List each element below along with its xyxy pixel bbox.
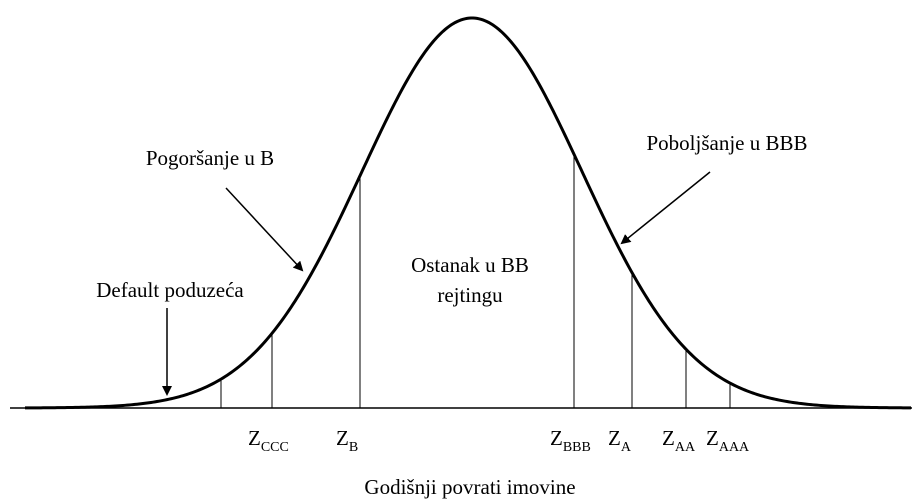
threshold-label: ZB (336, 426, 358, 455)
annotation: Poboljšanje u BBB (646, 131, 807, 155)
annotation: Ostanak u BB (411, 253, 529, 277)
threshold-subscript: CCC (261, 440, 289, 455)
threshold-symbol: Z (662, 426, 675, 450)
threshold-label: ZBBB (550, 426, 591, 455)
threshold-label: ZCCC (248, 426, 289, 455)
thresholds: ZCCC ZB ZBBB ZA ZAA ZAAA (220, 154, 750, 455)
threshold-label: ZAAA (706, 426, 750, 455)
distribution-curve (24, 16, 912, 410)
arrow (225, 187, 304, 272)
annotation: Default poduzeća (96, 278, 244, 302)
threshold-subscript: B (349, 440, 358, 455)
threshold-subscript: BBB (563, 440, 591, 455)
threshold-symbol: Z (336, 426, 349, 450)
threshold-symbol: Z (550, 426, 563, 450)
annotation: Pogoršanje u B (146, 146, 274, 170)
threshold-label: ZAA (662, 426, 696, 455)
threshold-symbol: Z (248, 426, 261, 450)
threshold-symbol: Z (706, 426, 719, 450)
threshold-label: ZA (608, 426, 632, 455)
x-axis-label: Godišnji povrati imovine (364, 475, 575, 499)
threshold-subscript: A (621, 440, 632, 455)
threshold-subscript: AAA (719, 440, 750, 455)
arrow (620, 171, 711, 245)
threshold-subscript: AA (675, 440, 696, 455)
annotation: rejtingu (437, 283, 503, 307)
threshold-symbol: Z (608, 426, 621, 450)
